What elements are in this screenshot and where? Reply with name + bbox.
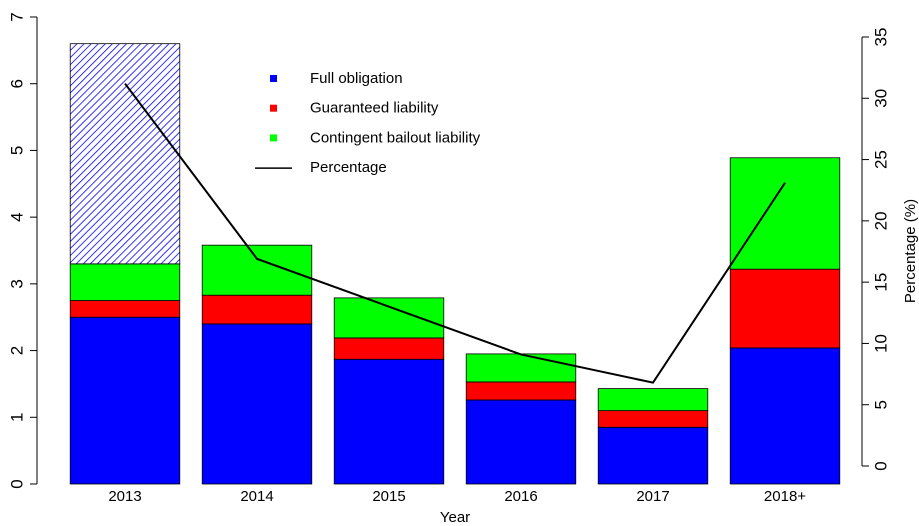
- y-tick-label: 4: [7, 212, 26, 221]
- y2-tick-label: 20: [871, 211, 890, 230]
- x-tick-label: 2018+: [764, 488, 806, 505]
- y-tick-label: 2: [7, 346, 26, 355]
- y2-tick-label: 35: [871, 28, 890, 47]
- y2-tick-label: 5: [871, 400, 890, 409]
- bar-segment: [201, 323, 313, 485]
- bar-segment: [201, 244, 313, 296]
- y-tick-label: 6: [7, 79, 26, 88]
- legend-label: Full obligation: [310, 70, 403, 87]
- y-tick-label: 7: [7, 12, 26, 21]
- bar-segment: [201, 294, 313, 325]
- legend-marker: [270, 134, 277, 142]
- bar-segment: [729, 268, 841, 349]
- bar-segment: [69, 300, 181, 318]
- y2-tick-label: 30: [871, 89, 890, 108]
- y2-tick-label: 15: [871, 273, 890, 292]
- x-axis-label: Year: [440, 509, 470, 526]
- legend-marker: [270, 75, 277, 82]
- bar-segment: [69, 43, 181, 265]
- x-tick-label: 2016: [504, 488, 537, 505]
- y2-tick-label: 10: [871, 334, 890, 353]
- y-tick-label: 3: [7, 279, 26, 288]
- x-tick-label: 2014: [240, 488, 273, 505]
- legend-label: Percentage: [310, 159, 387, 176]
- bar-segment: [597, 426, 709, 485]
- bar-segment: [465, 353, 577, 383]
- y2-tick-label: 0: [871, 461, 890, 470]
- bar-segment: [597, 410, 709, 428]
- legend-label: Contingent bailout liability: [310, 129, 481, 146]
- legend-marker: [270, 104, 277, 112]
- bar-segment: [333, 337, 445, 360]
- x-tick-label: 2013: [108, 488, 141, 505]
- x-tick-label: 2015: [372, 488, 405, 505]
- y2-tick-label: 25: [871, 150, 890, 169]
- y-tick-label: 1: [7, 413, 26, 422]
- y-tick-label: 5: [7, 146, 26, 155]
- bar-segment: [69, 316, 181, 485]
- legend-label: Guaranteed liability: [310, 100, 439, 117]
- bar-segment: [465, 399, 577, 485]
- bar-segment: [333, 297, 445, 339]
- bar-segment: [69, 263, 181, 301]
- line: [124, 82, 786, 384]
- bar-segment: [333, 358, 445, 485]
- x-tick-label: 2017: [636, 488, 669, 505]
- bar-segment: [597, 388, 709, 412]
- bar-segment: [465, 381, 577, 401]
- bar-segment: [729, 347, 841, 485]
- bar-segment: [729, 157, 841, 270]
- y2-axis-label: Percentage (%): [902, 199, 919, 303]
- y-tick-label: 0: [7, 479, 26, 488]
